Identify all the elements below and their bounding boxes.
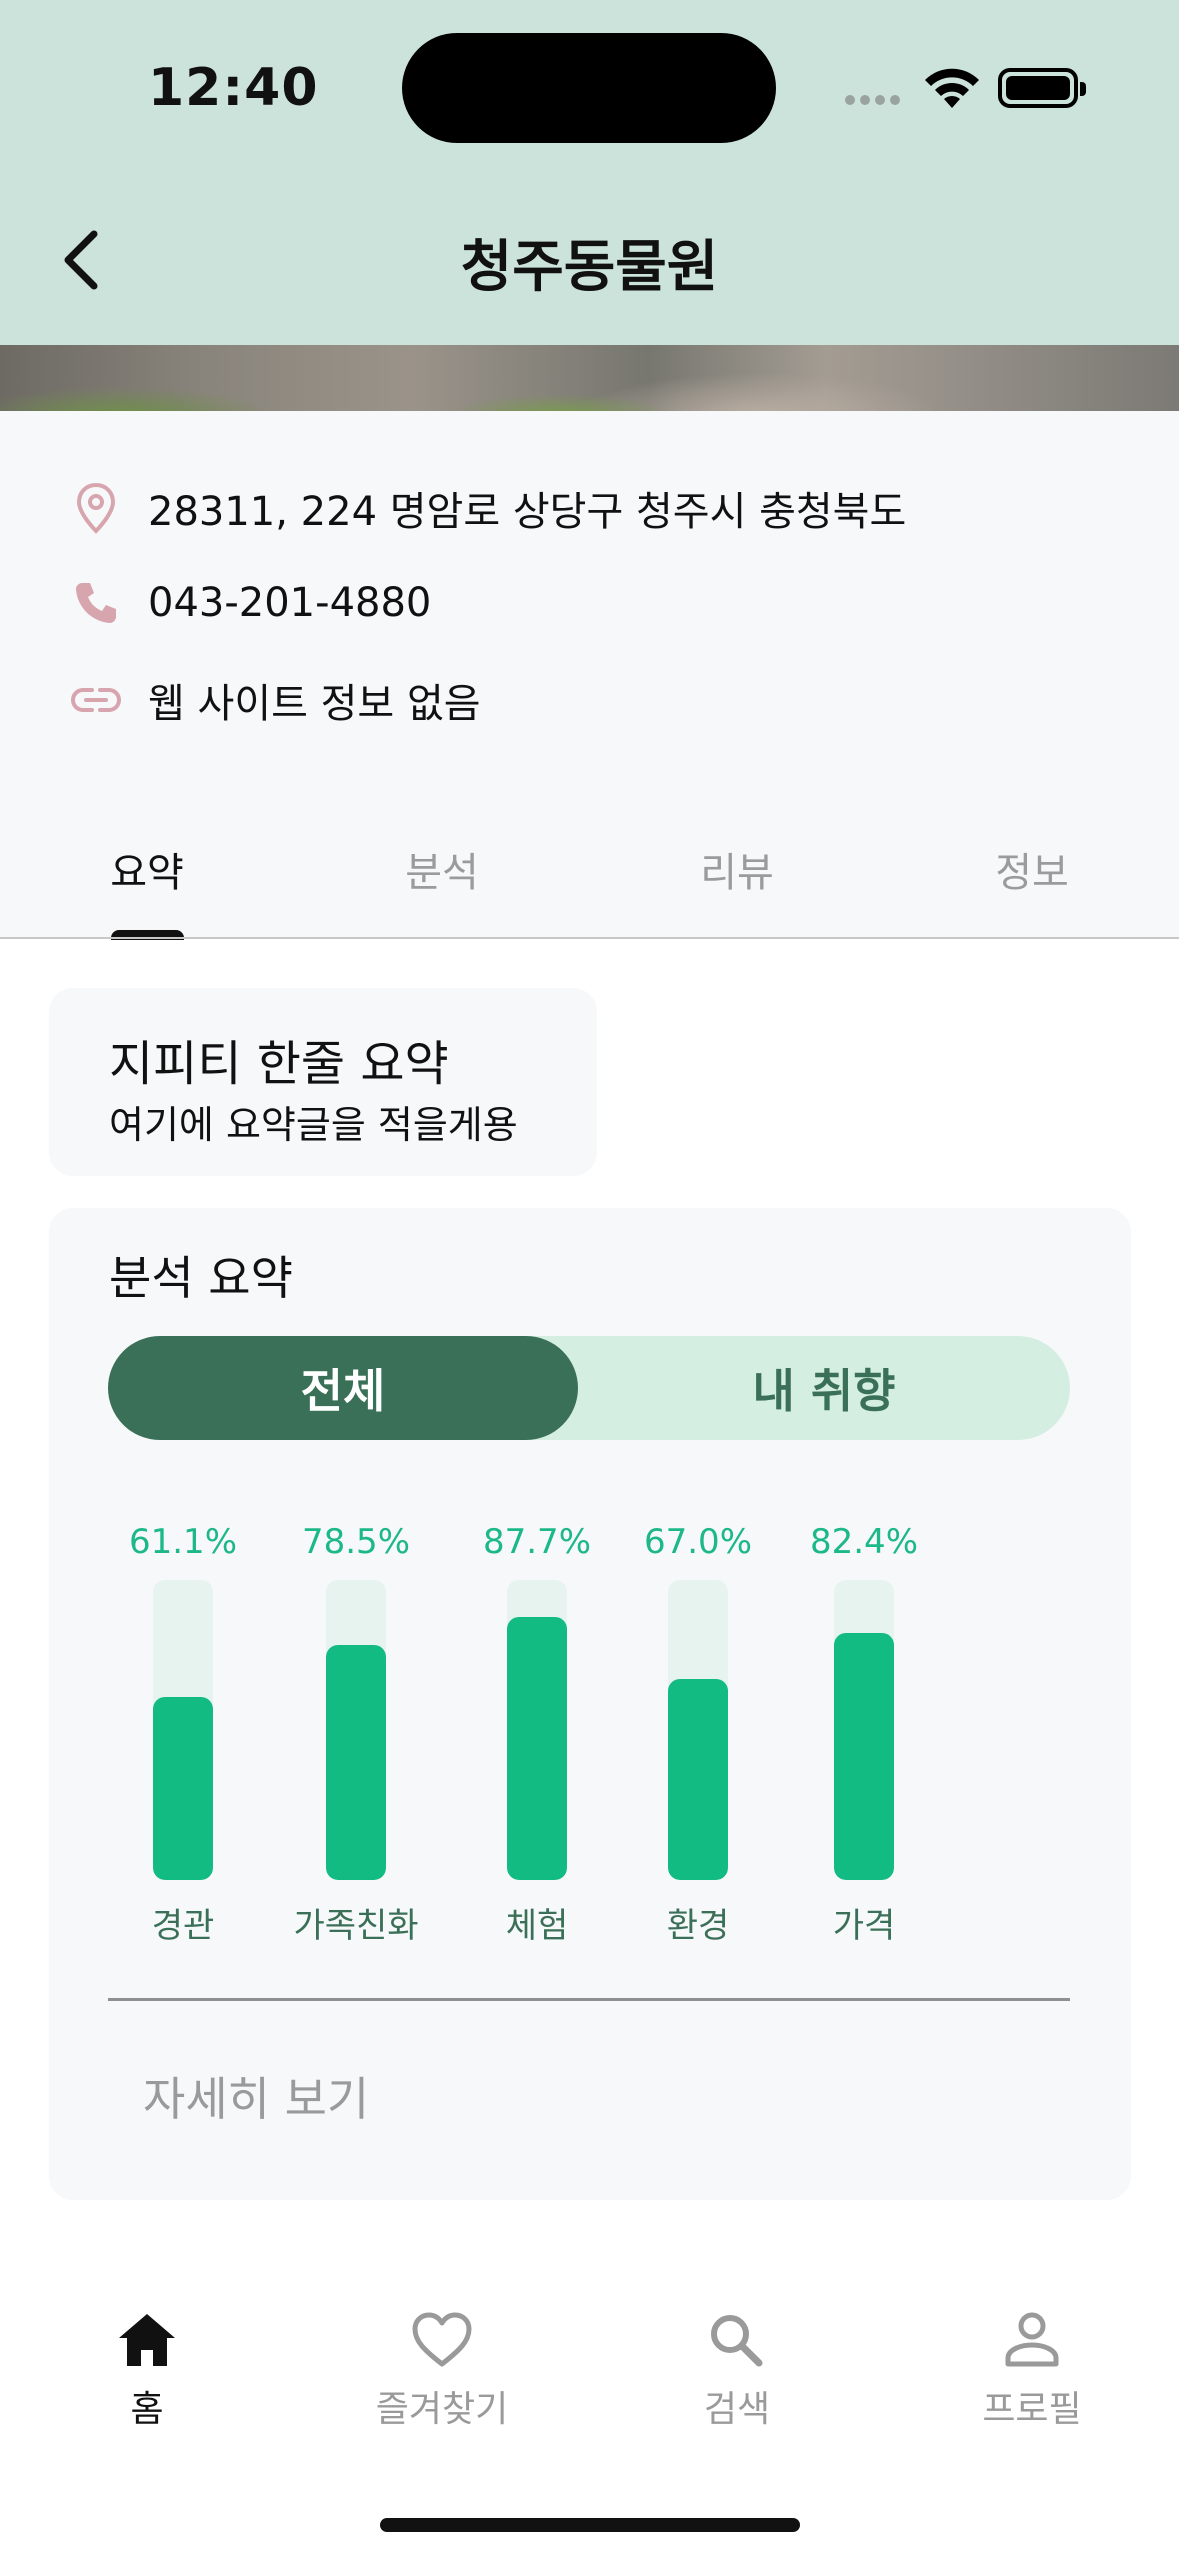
battery-icon [998, 68, 1086, 108]
gpt-summary-body: 여기에 요약글을 적을게용 [109, 1103, 518, 1147]
bar-track [507, 1580, 567, 1880]
segment-all[interactable]: 전체 [108, 1336, 578, 1440]
gpt-summary-title: 지피티 한줄 요약 [109, 1036, 449, 1092]
bar-track [834, 1580, 894, 1880]
bar-category-label: 환경 [666, 1906, 730, 1946]
link-icon [68, 672, 124, 728]
bar-fill [507, 1616, 567, 1880]
bar-value-label: 82.4% [809, 1522, 918, 1562]
chevron-left-icon [64, 230, 98, 290]
website-text: 웹 사이트 정보 없음 [148, 681, 481, 727]
bar-fill [153, 1696, 213, 1880]
gpt-summary-card: 지피티 한줄 요약 여기에 요약글을 적을게용 [49, 988, 597, 1176]
bar-track [153, 1580, 213, 1880]
tabs-divider [0, 937, 1179, 939]
phone-icon [68, 575, 124, 631]
tab-summary[interactable]: 요약 [110, 850, 184, 896]
search-icon [711, 2315, 763, 2367]
home-indicator [380, 2518, 800, 2532]
cellular-signal-icon [845, 95, 900, 105]
bottom-nav: 홈 즐겨찾기 검색 프로필 [0, 2272, 1179, 2556]
bar-value-label: 87.7% [482, 1522, 591, 1562]
analysis-summary-card: 분석 요약 전체 내 취향 61.1% 경관 78.5% 가족친화 87.7% 체험 67.… [49, 1208, 1131, 2200]
analysis-divider [108, 1998, 1070, 2001]
nav-home-label: 홈 [130, 2389, 164, 2430]
back-button[interactable] [54, 220, 114, 300]
location-pin-icon [68, 480, 124, 536]
bar-track [326, 1580, 386, 1880]
page-title: 청주동물원 [460, 235, 719, 300]
nav-home[interactable]: 홈 [37, 2310, 257, 2432]
bar-category-label: 가격 [832, 1906, 896, 1946]
analysis-segment-control: 전체 내 취향 [108, 1336, 1070, 1440]
wifi-icon [925, 68, 979, 108]
bar-fill [834, 1632, 894, 1880]
bar-value-label: 67.0% [643, 1522, 752, 1562]
nav-profile[interactable]: 프로필 [922, 2310, 1142, 2432]
nav-search-label: 검색 [703, 2389, 771, 2430]
analysis-title: 분석 요약 [109, 1251, 293, 1305]
phone-text[interactable]: 043-201-4880 [148, 580, 432, 626]
phone-row[interactable]: 043-201-4880 [68, 575, 431, 631]
bar-category-label: 체험 [505, 1906, 569, 1946]
hero-image [0, 345, 1179, 411]
place-info-section: 28311, 224 명암로 상당구 청주시 충청북도 043-201-4880… [0, 411, 1179, 938]
bar-category-label: 경관 [151, 1906, 215, 1946]
app-header: 12:40 청주동물원 [0, 0, 1179, 345]
bar-fill [668, 1679, 728, 1880]
home-icon [119, 2314, 175, 2366]
profile-icon [1005, 2312, 1059, 2367]
dynamic-island [402, 33, 776, 143]
bar-value-label: 61.1% [128, 1522, 237, 1562]
status-time: 12:40 [148, 58, 319, 118]
website-row: 웹 사이트 정보 없음 [68, 671, 481, 729]
tab-active-indicator [111, 930, 184, 940]
tab-reviews[interactable]: 리뷰 [700, 850, 774, 896]
nav-search[interactable]: 검색 [627, 2310, 847, 2432]
address-text: 28311, 224 명암로 상당구 청주시 충청북도 [148, 489, 907, 535]
detail-tabs: 요약 분석 리뷰 정보 [0, 820, 1179, 940]
tab-info[interactable]: 정보 [995, 850, 1069, 896]
bar-value-label: 78.5% [301, 1522, 410, 1562]
tab-analysis[interactable]: 분석 [405, 850, 479, 896]
bar-category-label: 가족친화 [293, 1906, 419, 1946]
bar-track [668, 1580, 728, 1880]
heart-icon [412, 2312, 472, 2367]
bar-fill [326, 1644, 386, 1880]
address-row: 28311, 224 명암로 상당구 청주시 충청북도 [68, 479, 906, 537]
nav-favorites[interactable]: 즐겨찾기 [332, 2310, 552, 2432]
view-details-link[interactable]: 자세히 보기 [143, 2072, 370, 2126]
segment-my-preference[interactable]: 내 취향 [752, 1364, 896, 1418]
nav-profile-label: 프로필 [982, 2389, 1082, 2430]
nav-favorites-label: 즐겨찾기 [375, 2389, 509, 2430]
